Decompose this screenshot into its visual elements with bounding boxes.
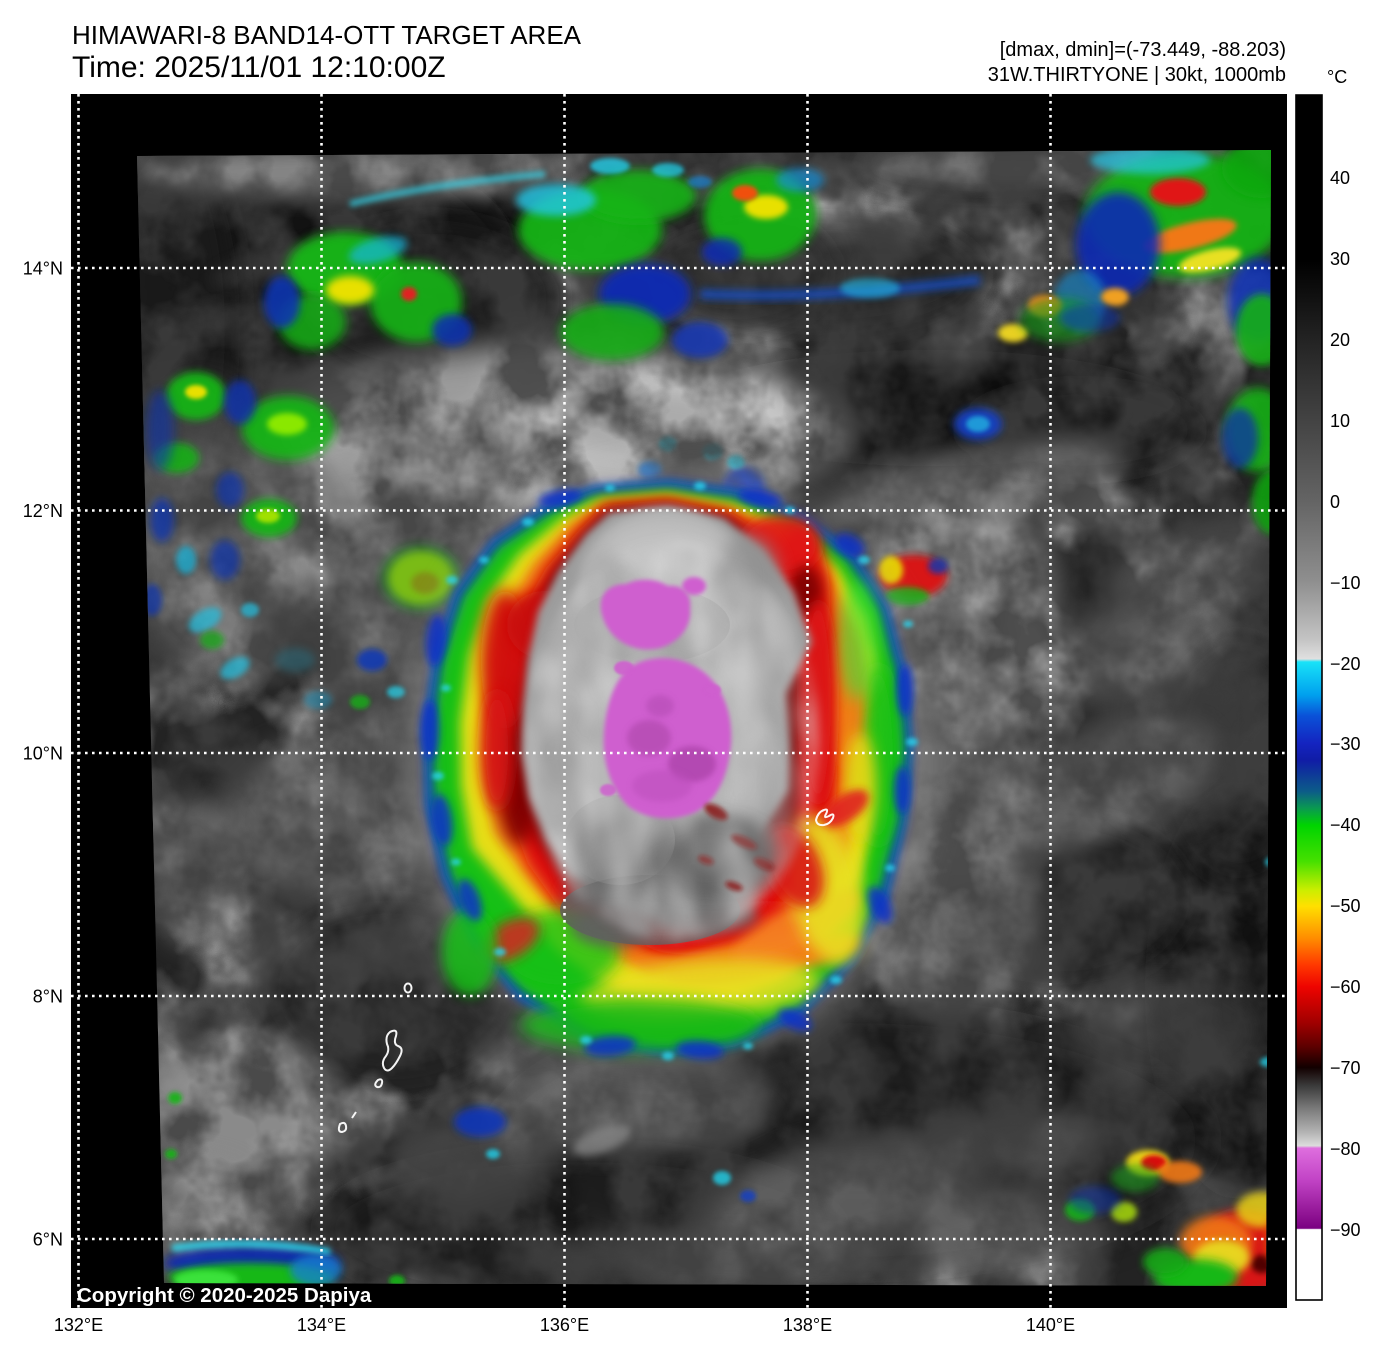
svg-text:−50: −50 — [1330, 896, 1361, 916]
svg-text:−30: −30 — [1330, 734, 1361, 754]
svg-text:−60: −60 — [1330, 977, 1361, 997]
svg-text:138°E: 138°E — [783, 1315, 832, 1335]
svg-text:30: 30 — [1330, 249, 1350, 269]
svg-text:140°E: 140°E — [1026, 1315, 1075, 1335]
svg-text:20: 20 — [1330, 330, 1350, 350]
svg-text:−70: −70 — [1330, 1058, 1361, 1078]
svg-text:40: 40 — [1330, 168, 1350, 188]
svg-text:[dmax, dmin]=(-73.449, -88.203: [dmax, dmin]=(-73.449, -88.203) — [1000, 39, 1286, 61]
svg-text:132°E: 132°E — [54, 1315, 103, 1335]
svg-text:10°N: 10°N — [23, 744, 63, 764]
svg-text:−20: −20 — [1330, 654, 1361, 674]
svg-text:°C: °C — [1327, 67, 1347, 87]
svg-text:8°N: 8°N — [33, 987, 63, 1007]
svg-text:14°N: 14°N — [23, 259, 63, 279]
svg-text:−40: −40 — [1330, 815, 1361, 835]
svg-text:0: 0 — [1330, 492, 1340, 512]
svg-text:12°N: 12°N — [23, 501, 63, 521]
svg-text:−10: −10 — [1330, 573, 1361, 593]
svg-text:−80: −80 — [1330, 1139, 1361, 1159]
svg-text:6°N: 6°N — [33, 1230, 63, 1250]
svg-text:HIMAWARI-8 BAND14-OTT TARGET A: HIMAWARI-8 BAND14-OTT TARGET AREA — [72, 20, 582, 50]
svg-text:Time: 2025/11/01 12:10:00Z: Time: 2025/11/01 12:10:00Z — [72, 51, 446, 84]
svg-text:136°E: 136°E — [540, 1315, 589, 1335]
svg-text:Copyright © 2020-2025 Dapiya: Copyright © 2020-2025 Dapiya — [77, 1284, 372, 1307]
svg-text:31W.THIRTYONE | 30kt, 1000mb: 31W.THIRTYONE | 30kt, 1000mb — [988, 64, 1286, 86]
svg-text:134°E: 134°E — [297, 1315, 346, 1335]
svg-text:10: 10 — [1330, 411, 1350, 431]
svg-text:−90: −90 — [1330, 1220, 1361, 1240]
